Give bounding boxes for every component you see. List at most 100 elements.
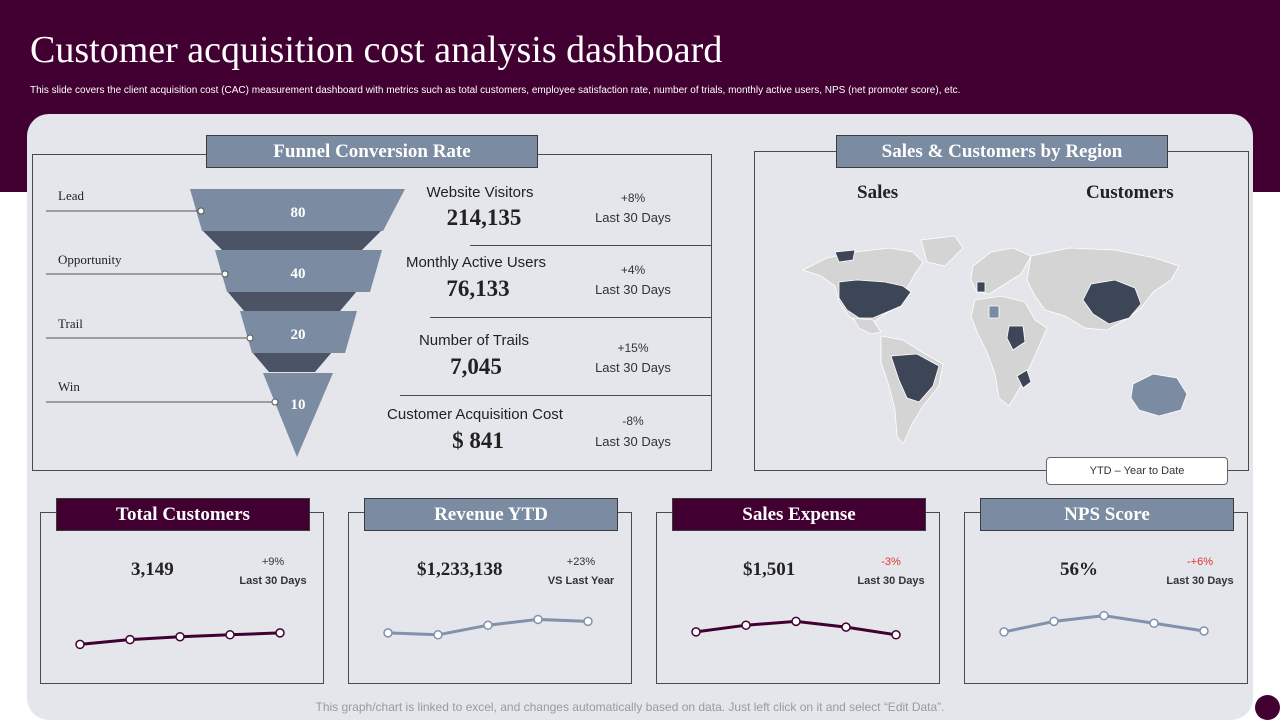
map-sudan	[1006, 325, 1026, 351]
page-title: Customer acquisition cost analysis dashb…	[30, 29, 723, 71]
sparkline-sales-expense	[691, 616, 901, 640]
sparkline-point	[383, 628, 393, 638]
sparkline-nps-score	[999, 610, 1209, 637]
funnel-value-win: 10	[291, 397, 306, 413]
kpi-change-total-customers: +9%	[261, 556, 285, 568]
kpi-period-revenue-ytd: VS Last Year	[547, 575, 615, 587]
funnel-bar-trail	[240, 311, 357, 353]
funnel-bar-win	[263, 373, 333, 457]
sparkline-point	[275, 628, 285, 638]
funnel-bar-lead	[190, 189, 405, 231]
metric-value-customer-acquisition-cost: $ 841	[452, 428, 504, 453]
world-map	[801, 235, 1188, 445]
metric-label-number-of-trails: Number of Trails	[418, 332, 530, 349]
funnel-bar-opportunity	[215, 250, 382, 292]
sparkline-point	[75, 639, 85, 650]
metric-period-website-visitors: Last 30 Days	[595, 210, 671, 225]
map-usa	[838, 279, 912, 319]
metric-label-website-visitors: Website Visitors	[426, 184, 534, 201]
metric-divider	[470, 245, 712, 246]
footer-note: This graph/chart is linked to excel, and…	[315, 700, 945, 714]
kpi-title-sales-expense: Sales Expense	[672, 498, 926, 531]
map-africa	[970, 295, 1048, 407]
metric-period-monthly-active-users: Last 30 Days	[595, 282, 671, 297]
kpi-change-nps-score: -+6%	[1187, 556, 1213, 568]
funnel-chart: 80 40 20 10	[46, 189, 405, 457]
sales-heading: Sales	[857, 182, 899, 203]
sparkline-point	[891, 630, 901, 640]
funnel-connector	[202, 230, 382, 250]
sparkline-point	[225, 630, 235, 640]
metric-label-customer-acquisition-cost: Customer Acquisition Cost	[387, 406, 563, 423]
map-greenland	[920, 235, 964, 267]
leader-dot	[221, 270, 229, 278]
metric-period-customer-acquisition-cost: Last 30 Days	[595, 434, 671, 449]
kpi-title-revenue-ytd: Revenue YTD	[364, 498, 618, 531]
corner-dot	[1255, 695, 1280, 720]
metric-value-number-of-trails: 7,045	[450, 354, 502, 379]
kpi-period-nps-score: Last 30 Days	[1166, 575, 1234, 587]
funnel-stage-label-opportunity: Opportunity	[58, 252, 122, 267]
metric-value-monthly-active-users: 76,133	[446, 276, 510, 301]
sparkline-point	[999, 627, 1009, 637]
sparkline-point	[1199, 626, 1209, 636]
metric-divider	[400, 395, 712, 396]
leader-dot	[197, 207, 205, 215]
sparkline-point	[533, 614, 543, 625]
kpi-title-total-customers: Total Customers	[56, 498, 310, 531]
map-libya	[988, 305, 1000, 319]
map-mozambique	[1016, 369, 1032, 389]
map-china	[1082, 279, 1142, 325]
metric-label-monthly-active-users: Monthly Active Users	[405, 254, 547, 271]
metric-change-website-visitors: +8%	[620, 191, 646, 205]
funnel-value-trail: 20	[291, 327, 306, 343]
kpi-title-nps-score: NPS Score	[980, 498, 1234, 531]
funnel-title: Funnel Conversion Rate	[206, 135, 538, 168]
sparkline-point	[791, 616, 801, 627]
sparkline-point	[483, 620, 493, 630]
ytd-legend: YTD – Year to Date	[1046, 457, 1228, 485]
funnel-connector	[227, 291, 357, 311]
customers-heading: Customers	[1086, 182, 1174, 203]
map-australia	[1130, 373, 1188, 417]
sparkline-point	[1049, 616, 1059, 627]
funnel-value-lead: 80	[291, 205, 306, 221]
metric-value-website-visitors: 214,135	[446, 205, 522, 230]
sparkline-point	[433, 630, 443, 640]
kpi-change-sales-expense: -3%	[881, 556, 901, 568]
sparkline-point	[175, 631, 185, 642]
metric-period-number-of-trails: Last 30 Days	[595, 360, 671, 375]
sparkline-point	[1149, 618, 1159, 629]
metric-change-number-of-trails: +15%	[617, 341, 649, 355]
sparkline-point	[125, 634, 135, 645]
funnel-connector	[252, 352, 332, 372]
map-brazil	[890, 353, 940, 403]
funnel-value-opportunity: 40	[291, 266, 306, 282]
map-mexico	[852, 317, 882, 335]
funnel-stage-label-lead: Lead	[58, 188, 84, 203]
map-france	[976, 281, 986, 293]
leader-dot	[271, 398, 279, 406]
kpi-value-sales-expense: $1,501	[743, 559, 796, 580]
kpi-value-nps-score: 56%	[1060, 559, 1098, 580]
map-europe	[970, 247, 1032, 295]
funnel-stage-label-win: Win	[58, 379, 80, 394]
sparkline-total-customers	[75, 628, 285, 650]
sparkline-revenue-ytd	[383, 614, 593, 640]
kpi-change-revenue-ytd: +23%	[566, 556, 596, 568]
metric-change-monthly-active-users: +4%	[620, 263, 646, 277]
page-subtitle: This slide covers the client acquisition…	[30, 85, 961, 96]
kpi-value-total-customers: 3,149	[131, 559, 174, 580]
region-title: Sales & Customers by Region	[836, 135, 1168, 168]
metric-change-customer-acquisition-cost: -8%	[622, 414, 644, 428]
sparkline-point	[841, 622, 851, 632]
metric-divider	[430, 317, 712, 318]
funnel-stage-label-trail: Trail	[58, 316, 83, 331]
sparkline-point	[1099, 610, 1109, 621]
kpi-period-sales-expense: Last 30 Days	[857, 575, 925, 587]
kpi-value-revenue-ytd: $1,233,138	[417, 559, 503, 580]
leader-dot	[246, 334, 254, 342]
sparkline-point	[741, 620, 751, 630]
kpi-period-total-customers: Last 30 Days	[239, 575, 307, 587]
sparkline-point	[583, 616, 593, 627]
